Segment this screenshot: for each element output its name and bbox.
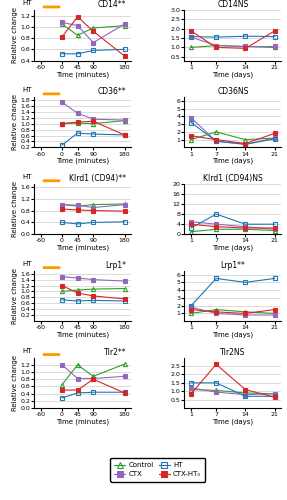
Y-axis label: Relative change: Relative change — [11, 8, 18, 64]
Y-axis label: Relative change: Relative change — [11, 94, 18, 150]
Title: Lrp1**: Lrp1** — [220, 261, 245, 270]
Title: CD14NS: CD14NS — [217, 0, 249, 9]
Y-axis label: Relative change: Relative change — [11, 268, 18, 324]
X-axis label: Time (minutes): Time (minutes) — [56, 245, 109, 252]
Text: Klrd1 (CD94)**: Klrd1 (CD94)** — [69, 174, 126, 183]
Text: HT: HT — [23, 0, 32, 6]
Text: HT: HT — [23, 174, 32, 180]
Title: Tlr2NS: Tlr2NS — [220, 348, 246, 357]
X-axis label: Time (days): Time (days) — [212, 245, 253, 252]
X-axis label: Time (days): Time (days) — [212, 71, 253, 78]
Legend: Control, CTX, HT, CTX-HT₀: Control, CTX, HT, CTX-HT₀ — [110, 458, 205, 481]
Text: HT: HT — [23, 348, 32, 354]
X-axis label: Time (days): Time (days) — [212, 418, 253, 425]
X-axis label: Time (days): Time (days) — [212, 158, 253, 164]
Y-axis label: Relative change: Relative change — [11, 355, 18, 411]
Text: Lrp1*: Lrp1* — [105, 261, 126, 270]
Text: CD14**: CD14** — [98, 0, 126, 9]
Text: Tlr2**: Tlr2** — [104, 348, 126, 357]
Title: Klrd1 (CD94)NS: Klrd1 (CD94)NS — [203, 174, 263, 183]
X-axis label: Time (days): Time (days) — [212, 332, 253, 338]
Text: HT: HT — [23, 87, 32, 93]
X-axis label: Time (minutes): Time (minutes) — [56, 332, 109, 338]
Text: HT: HT — [23, 260, 32, 266]
X-axis label: Time (minutes): Time (minutes) — [56, 158, 109, 164]
Title: CD36NS: CD36NS — [217, 87, 249, 96]
Text: CD36**: CD36** — [98, 87, 126, 96]
X-axis label: Time (minutes): Time (minutes) — [56, 71, 109, 78]
Y-axis label: Relative change: Relative change — [11, 181, 18, 237]
X-axis label: Time (minutes): Time (minutes) — [56, 418, 109, 425]
